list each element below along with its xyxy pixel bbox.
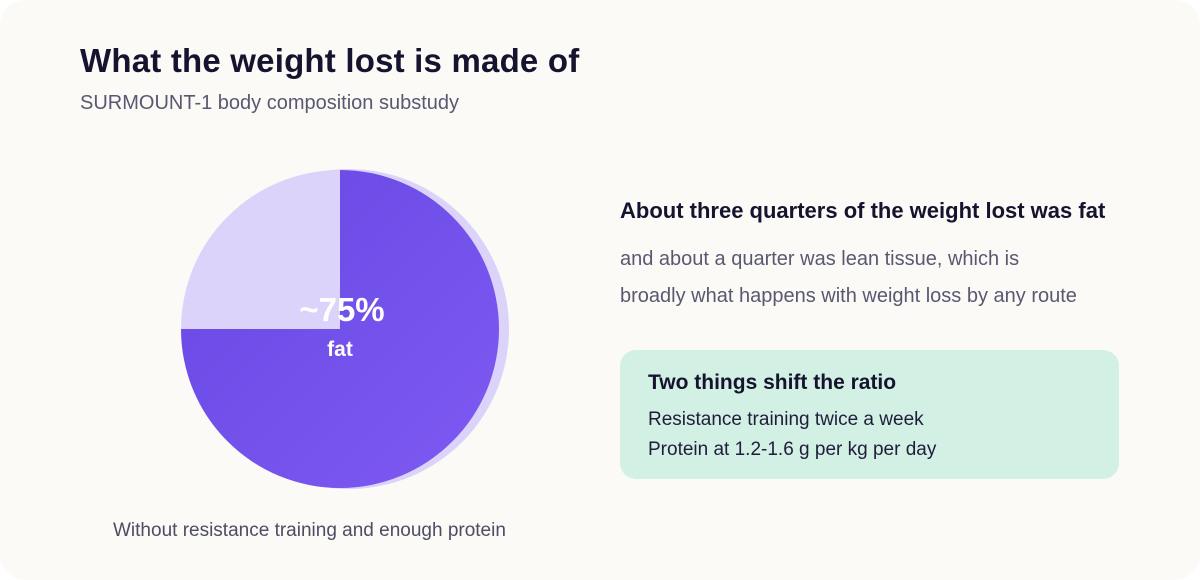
tip-box-title: Two things shift the ratio: [648, 371, 897, 394]
key-finding-body-line: and about a quarter was lean tissue, whi…: [620, 248, 1020, 270]
slice-value-label: ~75%: [299, 291, 384, 328]
key-finding-body-line: broadly what happens with weight loss by…: [620, 285, 1077, 307]
chart-caption: Without resistance training and enough p…: [113, 520, 506, 541]
slice-name-label: fat: [327, 338, 353, 361]
tip-box: Two things shift the ratio Resistance tr…: [620, 350, 1119, 479]
page-title: What the weight lost is made of: [80, 42, 580, 79]
tip-item: Resistance training twice a week: [648, 409, 924, 430]
key-finding-headline: About three quarters of the weight lost …: [620, 198, 1106, 223]
page-subtitle: SURMOUNT-1 body composition substudy: [80, 92, 460, 114]
pie-slices: [181, 170, 499, 488]
pie-slice-lean-tissue: [181, 170, 340, 329]
tip-item: Protein at 1.2-1.6 g per kg per day: [648, 439, 937, 460]
